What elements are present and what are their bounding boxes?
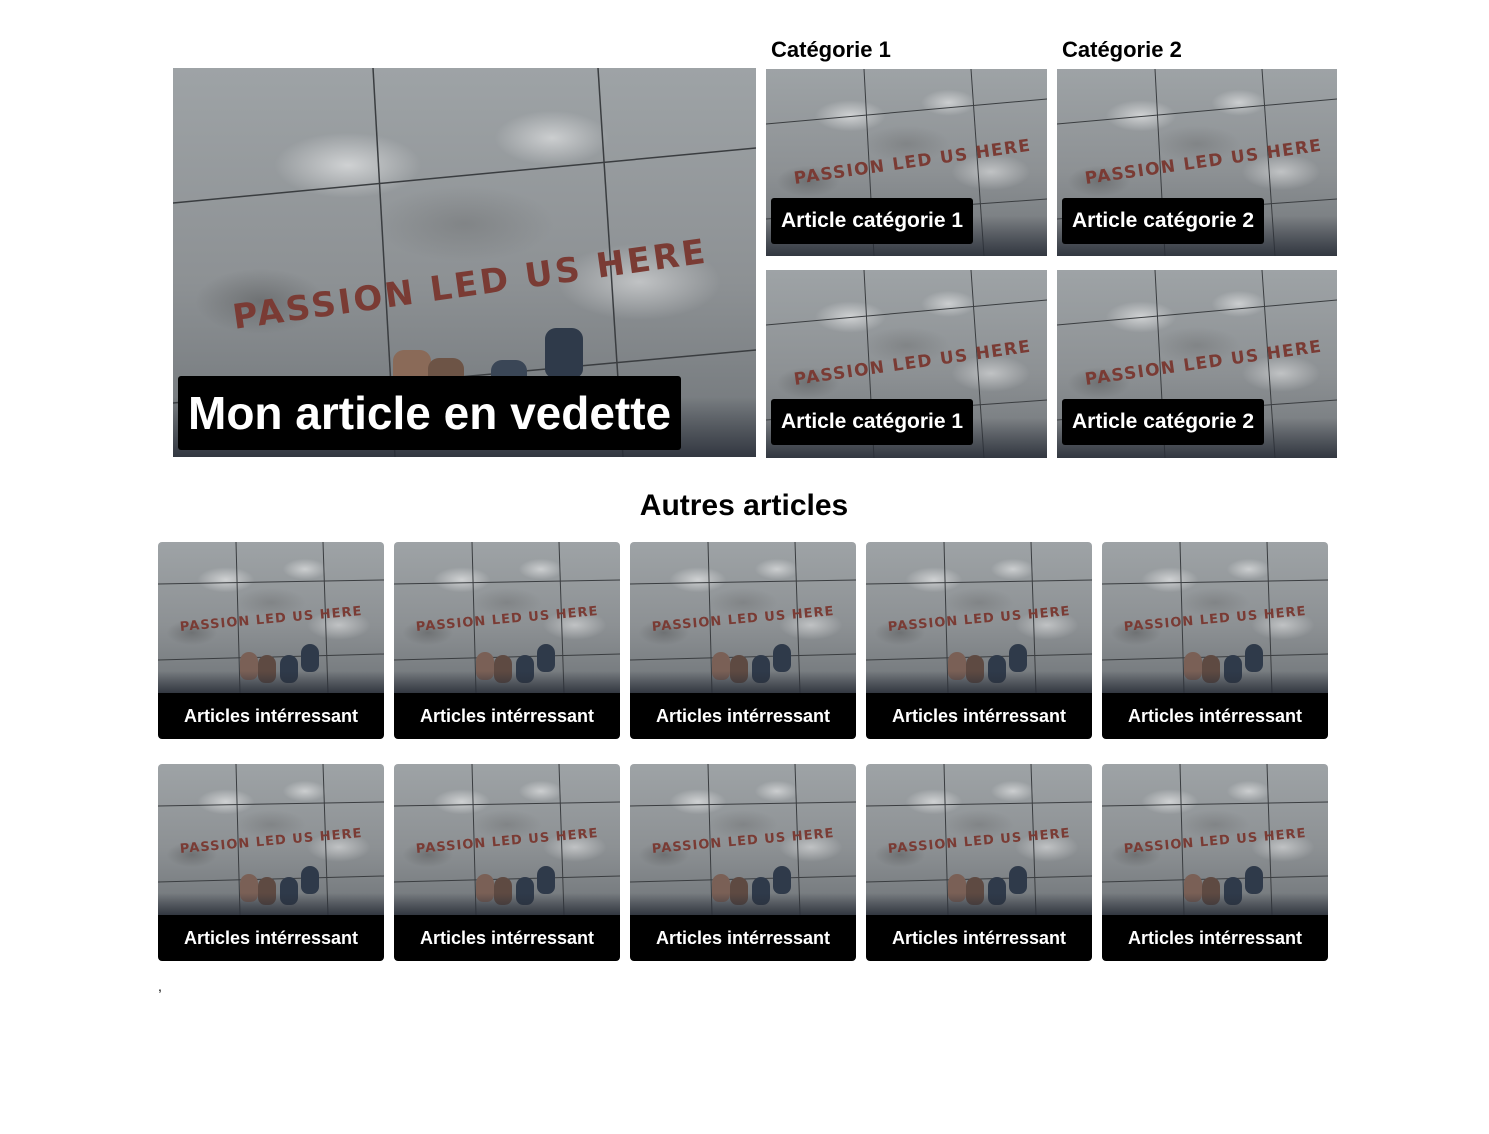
image-shade (394, 893, 620, 915)
category-1-article-title[interactable]: Article catégorie 1 (771, 198, 974, 244)
shoe-icon (537, 644, 555, 672)
image-shade (394, 671, 620, 693)
article-card[interactable]: PASSION LED US HERE Articles intérressant (1102, 542, 1328, 739)
article-card-title[interactable]: Articles intérressant (158, 693, 384, 739)
image-shade (866, 671, 1092, 693)
other-articles-heading: Autres articles (639, 489, 849, 522)
image-shade (866, 893, 1092, 915)
article-card-title[interactable]: Articles intérressant (1102, 693, 1328, 739)
category-2-heading: Catégorie 2 (1062, 37, 1182, 62)
article-image: PASSION LED US HERE (158, 764, 384, 915)
shoe-icon (301, 866, 319, 894)
article-card-title[interactable]: Articles intérressant (1102, 915, 1328, 961)
image-shade (158, 671, 384, 693)
article-card-title[interactable]: Articles intérressant (394, 693, 620, 739)
image-shade (630, 893, 856, 915)
image-shade (1102, 671, 1328, 693)
shoe-icon (545, 328, 583, 378)
article-image: PASSION LED US HERE (1102, 542, 1328, 693)
article-card-title[interactable]: Articles intérressant (630, 693, 856, 739)
article-image: PASSION LED US HERE (1102, 764, 1328, 915)
shoe-icon (773, 866, 791, 894)
shoe-icon (1245, 866, 1263, 894)
article-image: PASSION LED US HERE (394, 542, 620, 693)
image-shade (1102, 893, 1328, 915)
featured-title[interactable]: Mon article en vedette (178, 376, 682, 450)
shoe-icon (1009, 866, 1027, 894)
article-card[interactable]: PASSION LED US HERE Articles intérressant (1102, 764, 1328, 961)
article-card[interactable]: PASSION LED US HERE Articles intérressant (630, 542, 856, 739)
article-image: PASSION LED US HERE (158, 542, 384, 693)
image-shade (158, 893, 384, 915)
article-image: PASSION LED US HERE (394, 764, 620, 915)
category-2-article[interactable]: PASSION LED US HERE Article catégorie 2 (1057, 69, 1337, 256)
article-card-title[interactable]: Articles intérressant (866, 915, 1092, 961)
article-card-title[interactable]: Articles intérressant (866, 693, 1092, 739)
article-card[interactable]: PASSION LED US HERE Articles intérressant (866, 542, 1092, 739)
shoe-icon (301, 644, 319, 672)
article-card[interactable]: PASSION LED US HERE Articles intérressant (158, 764, 384, 961)
featured-article[interactable]: PASSION LED US HERE Mon article en vedet… (173, 68, 756, 457)
article-image: PASSION LED US HERE (866, 764, 1092, 915)
category-2-article-title[interactable]: Article catégorie 2 (1062, 198, 1265, 244)
category-2-article[interactable]: PASSION LED US HERE Article catégorie 2 (1057, 270, 1337, 458)
shoe-icon (1009, 644, 1027, 672)
shoe-icon (773, 644, 791, 672)
article-card-title[interactable]: Articles intérressant (630, 915, 856, 961)
tile-lines (630, 542, 856, 693)
image-shade (630, 671, 856, 693)
article-card[interactable]: PASSION LED US HERE Articles intérressant (394, 542, 620, 739)
category-2-article-title[interactable]: Article catégorie 2 (1062, 399, 1265, 445)
shoe-icon (1245, 644, 1263, 672)
shoe-icon (537, 866, 555, 894)
article-card-title[interactable]: Articles intérressant (158, 915, 384, 961)
article-card[interactable]: PASSION LED US HERE Articles intérressant (394, 764, 620, 961)
article-image: PASSION LED US HERE (630, 764, 856, 915)
article-card[interactable]: PASSION LED US HERE Articles intérressant (866, 764, 1092, 961)
category-1-heading: Catégorie 1 (771, 37, 891, 62)
category-1-article[interactable]: PASSION LED US HERE Article catégorie 1 (766, 270, 1047, 458)
article-image: PASSION LED US HERE (866, 542, 1092, 693)
article-image: PASSION LED US HERE (630, 542, 856, 693)
article-card-title[interactable]: Articles intérressant (394, 915, 620, 961)
article-card[interactable]: PASSION LED US HERE Articles intérressant (158, 542, 384, 739)
category-1-article-title[interactable]: Article catégorie 1 (771, 399, 974, 445)
footer-text: , (158, 978, 162, 994)
category-1-article[interactable]: PASSION LED US HERE Article catégorie 1 (766, 69, 1047, 256)
article-card[interactable]: PASSION LED US HERE Articles intérressant (630, 764, 856, 961)
